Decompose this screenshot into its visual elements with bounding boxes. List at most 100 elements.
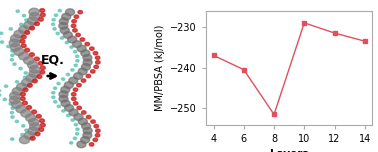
Circle shape (80, 38, 85, 41)
Circle shape (81, 136, 90, 143)
Circle shape (68, 36, 77, 43)
Circle shape (91, 120, 95, 123)
Circle shape (10, 59, 14, 61)
Circle shape (26, 74, 36, 82)
Circle shape (73, 41, 82, 47)
Circle shape (25, 129, 28, 131)
Circle shape (74, 64, 77, 67)
Circle shape (28, 127, 38, 135)
Circle shape (52, 96, 55, 98)
Circle shape (16, 10, 19, 12)
Circle shape (86, 74, 91, 78)
Circle shape (93, 52, 98, 55)
Circle shape (28, 61, 38, 69)
Circle shape (77, 83, 81, 87)
Circle shape (29, 66, 40, 73)
Circle shape (39, 119, 44, 123)
Circle shape (59, 95, 68, 102)
Circle shape (74, 123, 77, 126)
Circle shape (21, 44, 26, 48)
Circle shape (57, 105, 60, 108)
Circle shape (76, 55, 79, 57)
Circle shape (78, 10, 82, 14)
Circle shape (83, 59, 92, 66)
Circle shape (40, 70, 45, 74)
Circle shape (65, 105, 74, 111)
Circle shape (5, 85, 8, 87)
Circle shape (22, 79, 32, 86)
Circle shape (19, 136, 29, 144)
Circle shape (60, 37, 64, 39)
Circle shape (56, 32, 59, 35)
Circle shape (14, 30, 24, 38)
Circle shape (96, 61, 100, 64)
Circle shape (36, 114, 41, 118)
Circle shape (94, 124, 99, 128)
Circle shape (76, 33, 80, 37)
Circle shape (66, 73, 70, 76)
Circle shape (29, 8, 39, 16)
Circle shape (9, 96, 20, 104)
Circle shape (93, 138, 98, 142)
Circle shape (29, 13, 40, 20)
Circle shape (11, 116, 14, 118)
Circle shape (11, 43, 21, 51)
Circle shape (70, 142, 73, 144)
Circle shape (85, 42, 90, 46)
Circle shape (24, 132, 34, 139)
Circle shape (40, 66, 45, 70)
Circle shape (9, 28, 12, 30)
Circle shape (73, 102, 78, 105)
Circle shape (12, 88, 22, 95)
Circle shape (78, 68, 87, 75)
Circle shape (11, 138, 14, 140)
Circle shape (35, 132, 40, 136)
Circle shape (61, 86, 70, 93)
Circle shape (29, 26, 34, 30)
Circle shape (64, 32, 72, 38)
Circle shape (11, 54, 14, 57)
Circle shape (21, 110, 31, 117)
X-axis label: Layers: Layers (270, 149, 308, 152)
Circle shape (39, 17, 43, 21)
Circle shape (23, 76, 27, 79)
Circle shape (34, 57, 39, 61)
Circle shape (82, 111, 86, 114)
Circle shape (74, 15, 79, 18)
Circle shape (54, 101, 57, 103)
Circle shape (64, 82, 73, 88)
Circle shape (9, 103, 12, 105)
Circle shape (40, 123, 45, 127)
Circle shape (52, 92, 55, 94)
Circle shape (24, 72, 28, 74)
Circle shape (30, 136, 35, 140)
Circle shape (29, 70, 39, 78)
Circle shape (70, 46, 73, 48)
Circle shape (22, 125, 25, 127)
Circle shape (65, 9, 74, 16)
Y-axis label: MM/PBSA (kJ/mol): MM/PBSA (kJ/mol) (155, 24, 165, 111)
Circle shape (73, 50, 77, 53)
Circle shape (53, 28, 56, 30)
Circle shape (3, 98, 6, 101)
Circle shape (52, 19, 55, 21)
Circle shape (76, 60, 79, 62)
Circle shape (60, 27, 69, 34)
Circle shape (29, 118, 39, 126)
Circle shape (20, 97, 25, 100)
Circle shape (78, 118, 87, 125)
Circle shape (37, 75, 42, 78)
Circle shape (23, 88, 28, 92)
Circle shape (22, 101, 27, 105)
Circle shape (54, 87, 57, 89)
Circle shape (29, 123, 40, 130)
Circle shape (40, 13, 45, 17)
Circle shape (83, 127, 92, 134)
Circle shape (72, 20, 76, 23)
Circle shape (71, 93, 76, 96)
Circle shape (77, 141, 86, 148)
Text: EQ.: EQ. (41, 54, 65, 67)
Circle shape (10, 111, 14, 114)
Circle shape (32, 110, 37, 114)
Circle shape (71, 97, 76, 100)
